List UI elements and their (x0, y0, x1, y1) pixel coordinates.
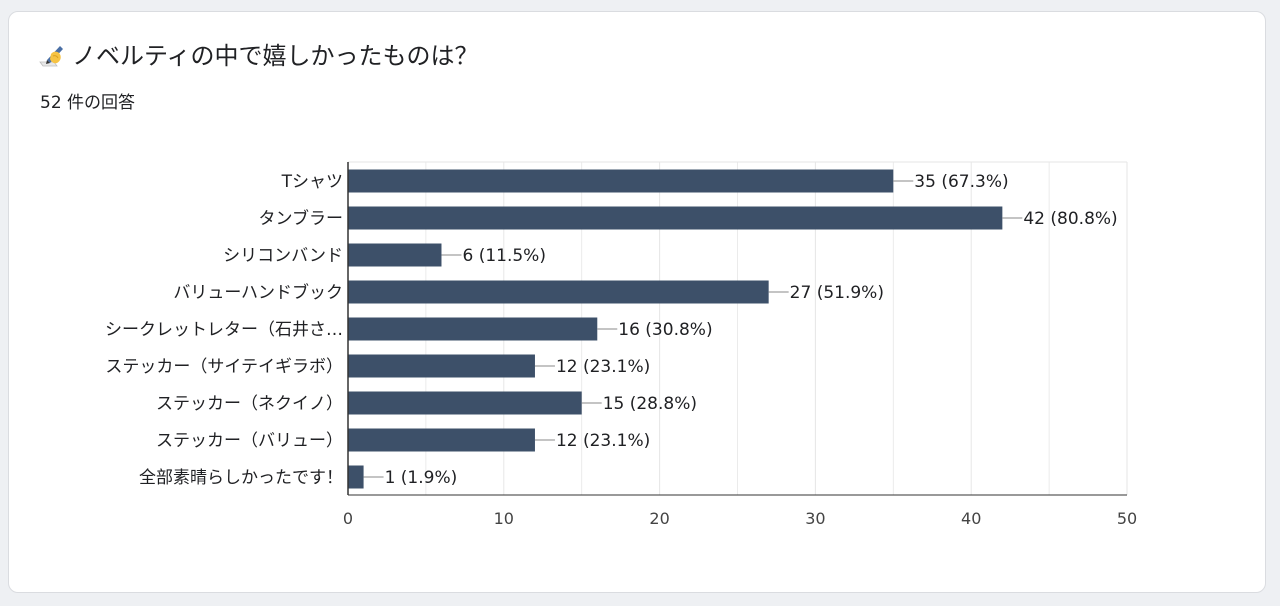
category-label: ステッカー（バリュー） (156, 431, 343, 451)
bar (348, 465, 364, 489)
writing-hand-icon (39, 45, 63, 66)
x-tick-label: 20 (649, 509, 669, 528)
response-count: 52 件の回答 (40, 93, 136, 113)
data-label: 12 (23.1%) (556, 357, 650, 377)
bar (348, 317, 598, 341)
x-tick-label: 30 (805, 509, 825, 528)
x-tick-label: 50 (1117, 509, 1137, 528)
data-label: 42 (80.8%) (1023, 209, 1117, 229)
bar (348, 391, 582, 415)
category-label: シリコンバンド (223, 246, 343, 266)
axes (347, 162, 1127, 496)
bars (348, 169, 1023, 489)
category-label: Tシャツ (281, 172, 343, 192)
question-title-row: ノベルティの中で嬉しかったものは？ (38, 36, 479, 71)
x-tick-label: 0 (343, 509, 353, 528)
category-label: 全部素晴らしかったです！ (139, 468, 343, 488)
bar (348, 280, 769, 304)
bar (348, 354, 535, 378)
data-label: 35 (67.3%) (914, 172, 1008, 192)
x-tick-label: 40 (961, 509, 981, 528)
data-label: 12 (23.1%) (556, 431, 650, 451)
data-label: 27 (51.9%) (790, 283, 884, 303)
category-label: タンブラー (259, 208, 344, 229)
data-label: 1 (1.9%) (385, 468, 458, 488)
question-title: ノベルティの中で嬉しかったものは？ (72, 42, 479, 70)
category-label: ステッカー（サイテイギラボ） (105, 357, 343, 377)
category-label: シークレットレター（石井さ… (105, 320, 343, 340)
x-tick-label: 10 (494, 509, 514, 528)
bar (348, 428, 535, 452)
bar (348, 206, 1003, 230)
data-label: 15 (28.8%) (603, 394, 697, 414)
bar (348, 169, 894, 193)
category-label: バリューハンドブック (173, 282, 343, 303)
data-label: 16 (30.8%) (618, 320, 712, 340)
labels: 35 (67.3%) Tシャツ 42 (80.8%) タンブラー 6 (11.5%) シリ… (105, 172, 1137, 528)
bar (348, 243, 442, 267)
data-label: 6 (11.5%) (462, 246, 545, 266)
category-label: ステッカー（ネクイノ） (156, 394, 343, 414)
